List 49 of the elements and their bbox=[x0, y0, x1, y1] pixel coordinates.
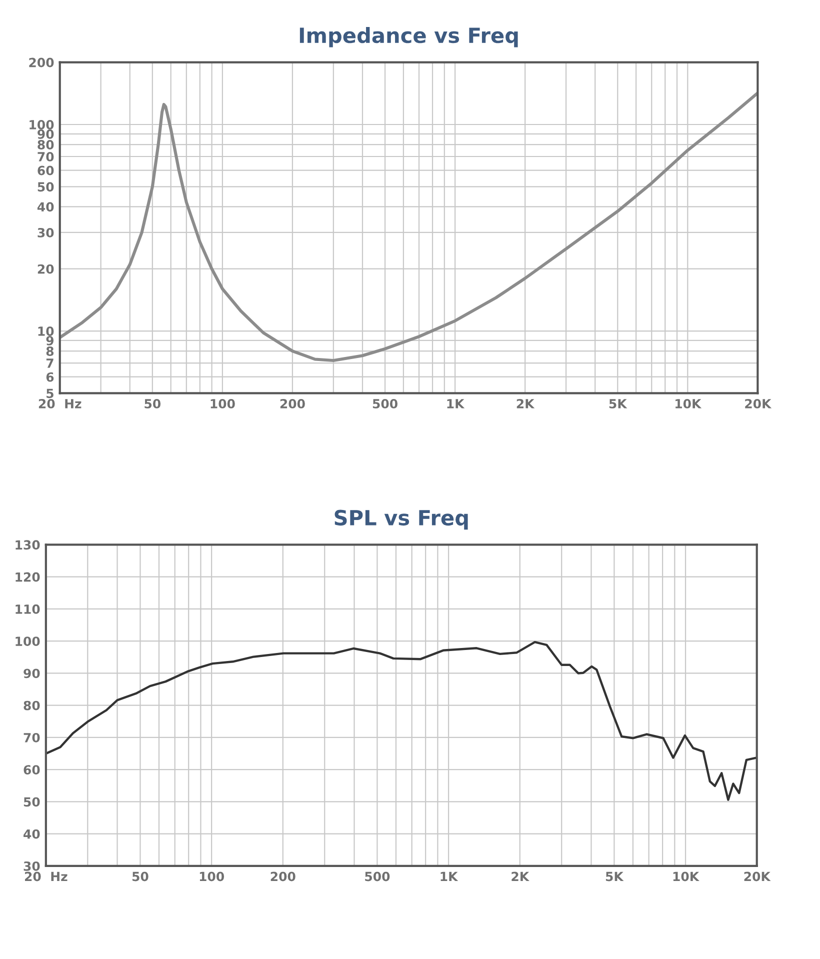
y-tick-label: 8 bbox=[46, 346, 54, 356]
y-tick-label: 120 bbox=[16, 572, 40, 582]
y-tick-label: 50 bbox=[24, 797, 40, 807]
x-tick-label: 20K bbox=[744, 872, 771, 882]
y-tick-label: 9 bbox=[46, 336, 54, 346]
x-tick-label: 100 bbox=[200, 872, 224, 882]
y-tick-label: 80 bbox=[38, 140, 54, 150]
x-tick-label: 10K bbox=[676, 398, 702, 408]
x-tick-label: 500 bbox=[365, 872, 390, 882]
x-tick-label: 1K bbox=[447, 399, 465, 408]
chart-title: SPL vs Freq bbox=[334, 510, 468, 530]
x-tick-label: 20K bbox=[745, 398, 772, 408]
x-tick-label: 500 bbox=[372, 398, 398, 408]
y-tick-label: 60 bbox=[38, 166, 54, 176]
y-tick-label: 10 bbox=[38, 326, 54, 336]
x-tick-label: 20 Hz bbox=[38, 398, 82, 408]
y-tick-label: 30 bbox=[38, 228, 54, 238]
y-tick-label: 50 bbox=[38, 182, 54, 192]
x-tick-label: 2K bbox=[516, 398, 535, 408]
x-tick-label: 1K bbox=[440, 872, 458, 882]
y-tick-label: 40 bbox=[37, 202, 54, 212]
y-tick-label: 70 bbox=[38, 152, 54, 162]
y-tick-label: 100 bbox=[30, 120, 54, 130]
x-tick-label: 10K bbox=[673, 872, 700, 882]
y-tick-label: 130 bbox=[16, 540, 40, 550]
y-tick-label: 40 bbox=[24, 829, 40, 839]
y-tick-label: 200 bbox=[29, 58, 54, 68]
y-tick-label: 80 bbox=[24, 700, 40, 710]
y-tick-label: 30 bbox=[24, 861, 40, 871]
chart-title: Impedance vs Freq bbox=[300, 27, 518, 48]
y-tick-label: 110 bbox=[16, 604, 40, 614]
x-tick-label: 200 bbox=[280, 398, 305, 408]
x-tick-label: 100 bbox=[210, 398, 235, 408]
x-tick-label: 50 bbox=[132, 872, 148, 882]
y-tick-label: 5 bbox=[46, 388, 54, 398]
y-tick-label: 6 bbox=[46, 372, 54, 382]
x-tick-label: 50 bbox=[144, 398, 161, 408]
y-tick-label: 90 bbox=[24, 668, 40, 678]
y-tick-label: 100 bbox=[16, 636, 40, 646]
x-tick-label: 200 bbox=[270, 872, 296, 882]
x-tick-label: 20 Hz bbox=[24, 872, 68, 882]
x-tick-label: 5K bbox=[606, 872, 624, 882]
y-tick-label: 70 bbox=[24, 732, 40, 742]
y-tick-label: 60 bbox=[24, 765, 40, 775]
y-tick-label: 7 bbox=[46, 358, 54, 368]
y-tick-label: 20 bbox=[38, 264, 54, 274]
x-tick-label: 5K bbox=[609, 399, 628, 408]
y-tick-label: 90 bbox=[38, 129, 54, 139]
x-tick-label: 2K bbox=[512, 872, 530, 882]
